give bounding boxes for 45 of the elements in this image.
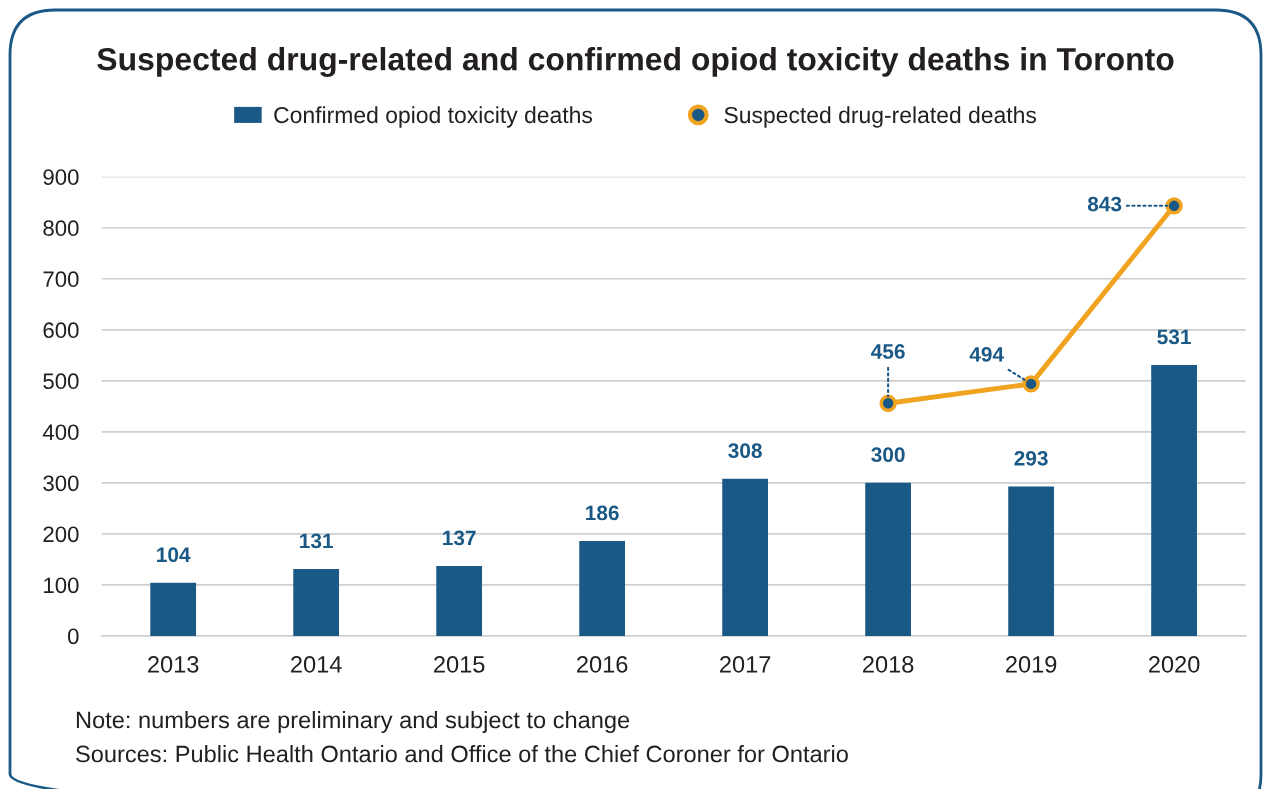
x-tick-label: 2020: [1149, 656, 1200, 673]
data-label: 137: [443, 530, 476, 546]
bar: [722, 478, 768, 636]
x-tick-label: 2016: [577, 656, 628, 673]
y-tick-label: 500: [43, 373, 79, 390]
data-label: 531: [1157, 329, 1191, 345]
point: [1165, 197, 1183, 215]
y-tick-label: 400: [42, 424, 79, 441]
x-tick-label: 2015: [434, 656, 485, 673]
y-tick-label: 300: [43, 475, 79, 492]
bar: [1008, 486, 1054, 636]
x-tick-label: 2019: [1006, 656, 1057, 673]
data-label: 104: [157, 547, 191, 563]
x-tick-label: 2014: [291, 656, 342, 673]
text: Note: numbers are preliminary and subject to change: [76, 710, 630, 734]
y-tick-label: 600: [43, 322, 79, 339]
legend-label: Suspected drug-related deaths: [724, 106, 1037, 128]
data-label: 456: [871, 344, 905, 359]
data-label: 300: [871, 447, 905, 463]
x-tick-label: 2017: [720, 656, 771, 673]
bar: [579, 541, 626, 636]
bar: [865, 482, 911, 636]
data-label: 186: [586, 505, 619, 521]
point: [1022, 375, 1040, 393]
data-label: 131: [300, 533, 333, 549]
legend-label: Confirmed opiod toxicity deaths: [274, 106, 593, 128]
y-tick-label: 800: [43, 220, 79, 237]
data-label: 494: [969, 346, 1004, 362]
y-tick-label: 900: [43, 169, 79, 186]
bar: [293, 569, 340, 636]
x-tick-label: 2013: [148, 656, 199, 673]
source-note: Sources: Public Health Ontario and Office of the Chief Coroner for Ontario: [76, 744, 848, 763]
chart-title: Suspected drug-related and confirmed opiod toxicity deaths in Toronto: [97, 47, 1174, 77]
data-label: 293: [1014, 450, 1048, 466]
bar: [150, 582, 197, 636]
bar: [436, 566, 483, 636]
y-tick-label: 0: [67, 628, 79, 645]
point: [879, 394, 897, 412]
data-label: 308: [728, 443, 762, 459]
data-label: 843: [1087, 196, 1122, 212]
bar: [1151, 365, 1197, 636]
x-tick-label: 2018: [863, 656, 914, 673]
y-tick-label: 100: [44, 577, 79, 594]
y-tick-label: 700: [43, 271, 79, 288]
y-tick-label: 200: [43, 526, 79, 543]
